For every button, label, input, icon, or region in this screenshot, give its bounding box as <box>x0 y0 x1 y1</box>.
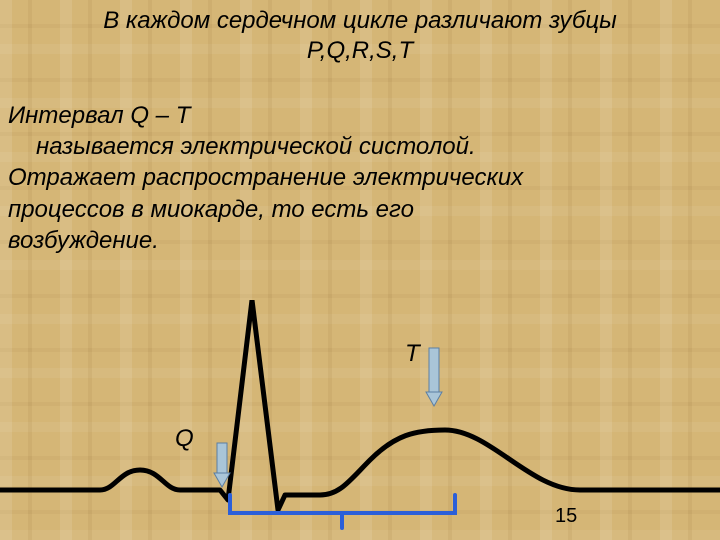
page-number: 15 <box>555 505 577 528</box>
slide-content: В каждом сердечном цикле различают зубцы… <box>0 0 720 540</box>
interval-bracket-icon <box>0 0 720 540</box>
